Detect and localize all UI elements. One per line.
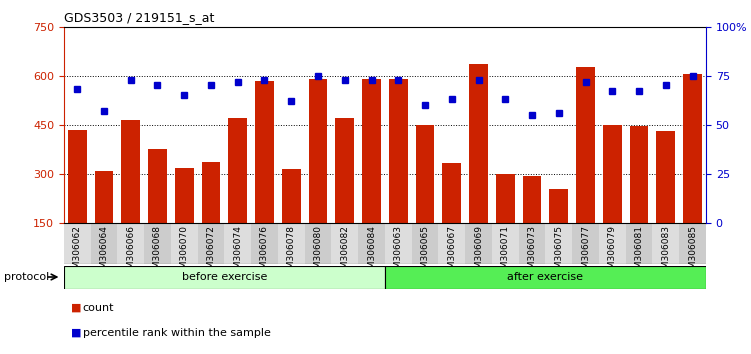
Bar xyxy=(68,130,86,272)
Bar xyxy=(228,118,247,272)
Bar xyxy=(251,223,278,264)
Bar xyxy=(679,223,706,264)
Bar xyxy=(629,126,648,272)
Bar xyxy=(91,223,117,264)
Bar xyxy=(469,64,488,272)
Text: GSM306062: GSM306062 xyxy=(73,225,82,280)
Bar xyxy=(389,79,408,272)
Bar xyxy=(282,169,300,272)
Bar xyxy=(225,223,251,264)
Bar xyxy=(148,149,167,272)
Bar xyxy=(255,81,274,272)
Bar xyxy=(465,223,492,264)
Text: protocol: protocol xyxy=(4,272,49,282)
Bar xyxy=(278,223,305,264)
Text: GSM306069: GSM306069 xyxy=(474,225,483,280)
Text: ■: ■ xyxy=(71,328,82,338)
Text: GSM306084: GSM306084 xyxy=(367,225,376,280)
Text: GDS3503 / 219151_s_at: GDS3503 / 219151_s_at xyxy=(64,11,214,24)
Text: GSM306068: GSM306068 xyxy=(153,225,162,280)
Bar xyxy=(545,223,572,264)
Text: GSM306079: GSM306079 xyxy=(608,225,617,280)
Text: GSM306072: GSM306072 xyxy=(207,225,216,280)
Bar xyxy=(331,223,358,264)
Text: before exercise: before exercise xyxy=(182,272,267,282)
Text: GSM306071: GSM306071 xyxy=(501,225,510,280)
Bar xyxy=(603,125,622,272)
Bar xyxy=(492,223,519,264)
Text: after exercise: after exercise xyxy=(508,272,584,282)
Text: GSM306076: GSM306076 xyxy=(260,225,269,280)
Bar xyxy=(305,223,331,264)
Text: GSM306074: GSM306074 xyxy=(234,225,243,280)
Text: GSM306081: GSM306081 xyxy=(635,225,644,280)
Text: GSM306075: GSM306075 xyxy=(554,225,563,280)
Bar xyxy=(362,79,381,272)
Bar xyxy=(523,176,541,272)
Bar xyxy=(656,131,675,272)
Bar xyxy=(519,223,545,264)
Bar xyxy=(599,223,626,264)
Bar xyxy=(64,266,385,289)
Bar xyxy=(171,223,198,264)
Text: GSM306066: GSM306066 xyxy=(126,225,135,280)
Bar xyxy=(309,79,327,272)
Bar xyxy=(117,223,144,264)
Bar xyxy=(198,223,225,264)
Bar xyxy=(358,223,385,264)
Text: GSM306064: GSM306064 xyxy=(99,225,108,280)
Bar xyxy=(576,68,595,272)
Bar xyxy=(175,168,194,272)
Text: count: count xyxy=(83,303,114,313)
Text: GSM306067: GSM306067 xyxy=(448,225,457,280)
Bar xyxy=(496,174,514,272)
Bar xyxy=(626,223,653,264)
Bar xyxy=(439,223,465,264)
Bar xyxy=(412,223,439,264)
Text: GSM306070: GSM306070 xyxy=(179,225,189,280)
Bar xyxy=(95,171,113,272)
Bar xyxy=(442,164,461,272)
Bar xyxy=(385,223,412,264)
Bar xyxy=(336,118,354,272)
Text: ■: ■ xyxy=(71,303,82,313)
Text: GSM306083: GSM306083 xyxy=(662,225,671,280)
Text: GSM306063: GSM306063 xyxy=(394,225,403,280)
Text: GSM306073: GSM306073 xyxy=(527,225,536,280)
Bar xyxy=(385,266,706,289)
Bar xyxy=(201,162,220,272)
Bar xyxy=(122,120,140,272)
Text: GSM306078: GSM306078 xyxy=(287,225,296,280)
Bar xyxy=(683,74,702,272)
Text: GSM306065: GSM306065 xyxy=(421,225,430,280)
Text: GSM306077: GSM306077 xyxy=(581,225,590,280)
Bar xyxy=(415,125,434,272)
Text: GSM306080: GSM306080 xyxy=(313,225,322,280)
Bar xyxy=(550,189,569,272)
Text: percentile rank within the sample: percentile rank within the sample xyxy=(83,328,270,338)
Bar xyxy=(144,223,170,264)
Text: GSM306085: GSM306085 xyxy=(688,225,697,280)
Bar xyxy=(64,223,91,264)
Text: GSM306082: GSM306082 xyxy=(340,225,349,280)
Bar xyxy=(653,223,679,264)
Bar xyxy=(572,223,599,264)
